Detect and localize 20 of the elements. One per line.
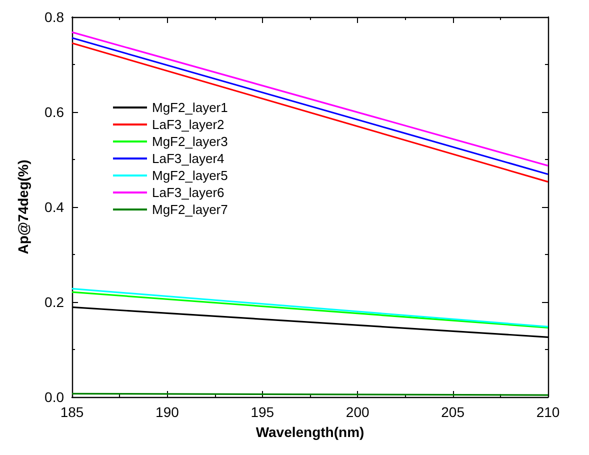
y-tick-label: 0.0 [44, 389, 64, 405]
legend-label: LaF3_layer6 [152, 185, 224, 200]
x-axis-title: Wavelength(nm) [256, 424, 364, 440]
x-tick-label: 185 [60, 404, 84, 420]
legend-label: MgF2_layer7 [152, 202, 228, 217]
y-tick-label: 0.6 [44, 104, 64, 120]
legend-label: MgF2_layer5 [152, 168, 228, 183]
x-tick-label: 210 [536, 404, 560, 420]
legend-label: MgF2_layer3 [152, 134, 228, 149]
y-tick-label: 0.4 [44, 199, 64, 215]
y-axis-title: Ap@74deg(%) [15, 160, 31, 254]
legend-label: LaF3_layer4 [152, 151, 224, 166]
y-tick-label: 0.2 [44, 294, 64, 310]
x-tick-label: 195 [250, 404, 274, 420]
legend-label: LaF3_layer2 [152, 117, 224, 132]
x-tick-label: 190 [156, 404, 180, 420]
y-tick-label: 0.8 [44, 9, 64, 25]
x-tick-label: 205 [441, 404, 465, 420]
x-tick-label: 200 [346, 404, 370, 420]
legend-label: MgF2_layer1 [152, 100, 228, 115]
